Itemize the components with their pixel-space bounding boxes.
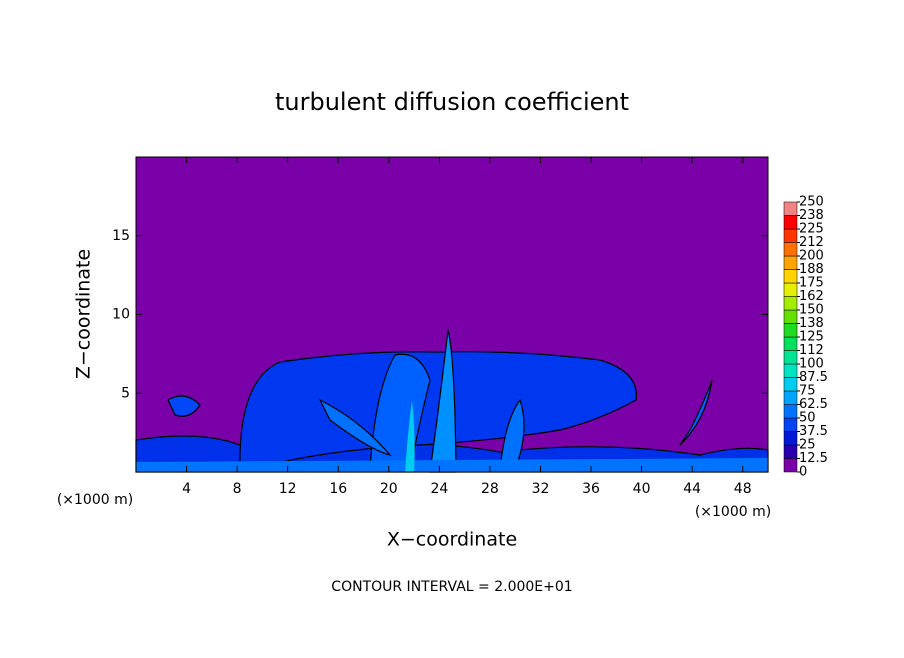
- x-tick-label: 48: [734, 481, 752, 497]
- chart-title: turbulent diffusion coefficient: [275, 88, 629, 116]
- colorbar-label: 50: [799, 411, 816, 426]
- colorbar-label: 75: [799, 384, 816, 399]
- colorbar-label: 212: [799, 235, 824, 250]
- y-unit-label: (×1000 m): [57, 492, 133, 508]
- colorbar-swatch: [783, 201, 798, 216]
- colorbar-label: 37.5: [799, 424, 828, 439]
- x-tick-label: 44: [683, 481, 701, 497]
- colorbar-swatch: [783, 255, 798, 270]
- x-tick-label: 16: [329, 481, 347, 497]
- colorbar-label: 100: [799, 357, 824, 372]
- colorbar-label: 0: [799, 465, 807, 480]
- colorbar-label: 200: [799, 249, 824, 264]
- colorbar-swatch: [783, 417, 798, 432]
- colorbar-swatch: [783, 363, 798, 378]
- colorbar-swatch: [783, 296, 798, 311]
- y-tick-label: 15: [112, 228, 130, 244]
- colorbar-swatch: [783, 458, 798, 473]
- y-tick-label: 5: [121, 385, 130, 401]
- colorbar-label: 87.5: [799, 370, 828, 385]
- x-tick-label: 8: [233, 481, 242, 497]
- y-tick-label: 10: [112, 307, 130, 323]
- x-unit-label: (×1000 m): [695, 504, 771, 520]
- x-tick-label: 20: [380, 481, 398, 497]
- x-tick-label: 40: [633, 481, 651, 497]
- colorbar-swatch: [783, 431, 798, 446]
- contour-shapes: [135, 329, 769, 473]
- colorbar-label: 225: [799, 222, 824, 237]
- colorbar-label: 238: [799, 208, 824, 223]
- colorbar-label: 62.5: [799, 397, 828, 412]
- colorbar-swatch: [783, 269, 798, 284]
- colorbar-swatch: [783, 323, 798, 338]
- footer-note: CONTOUR INTERVAL = 2.000E+01: [331, 579, 572, 595]
- colorbar-swatch: [783, 282, 798, 297]
- x-tick-label: 4: [182, 481, 191, 497]
- colorbar-label: 12.5: [799, 451, 828, 466]
- colorbar-swatch: [783, 309, 798, 324]
- x-tick-label: 32: [532, 481, 550, 497]
- y-axis-label: Z−coordinate: [73, 249, 95, 379]
- colorbar-label: 250: [799, 195, 824, 210]
- colorbar-label: 112: [799, 343, 824, 358]
- colorbar-swatch: [783, 404, 798, 419]
- x-tick-label: 12: [279, 481, 297, 497]
- colorbar-swatch: [783, 215, 798, 230]
- colorbar-swatch: [783, 350, 798, 365]
- colorbar-swatch: [783, 228, 798, 243]
- colorbar-swatch: [783, 336, 798, 351]
- colorbar-label: 188: [799, 262, 824, 277]
- colorbar-label: 138: [799, 316, 824, 331]
- colorbar-label: 175: [799, 276, 824, 291]
- x-tick-label: 24: [430, 481, 448, 497]
- x-axis-label: X−coordinate: [387, 529, 517, 551]
- colorbar-swatch: [783, 390, 798, 405]
- colorbar-swatch: [783, 444, 798, 459]
- x-tick-label: 36: [582, 481, 600, 497]
- colorbar-label: 125: [799, 330, 824, 345]
- colorbar-swatch: [783, 242, 798, 257]
- x-tick-label: 28: [481, 481, 499, 497]
- colorbar-label: 162: [799, 289, 824, 304]
- colorbar-label: 150: [799, 303, 824, 318]
- colorbar-label: 25: [799, 438, 816, 453]
- colorbar-swatch: [783, 377, 798, 392]
